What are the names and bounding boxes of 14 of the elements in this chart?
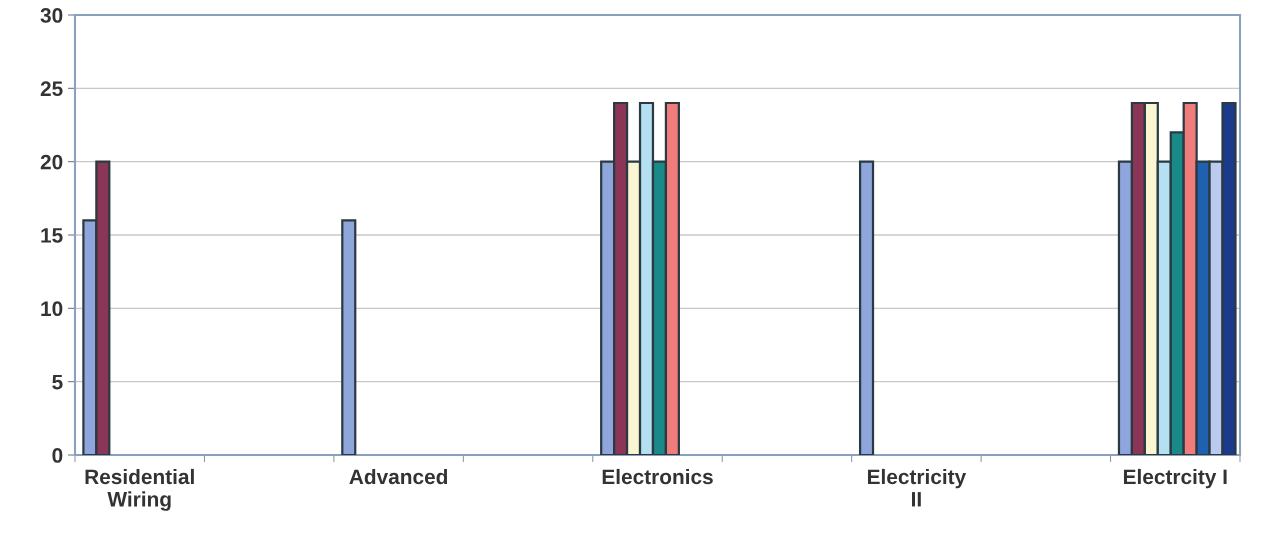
x-tick-label: Electrcity I xyxy=(1123,468,1227,489)
x-tick-label: Residential Wiring xyxy=(85,468,194,511)
y-tick-label: 15 xyxy=(41,228,63,243)
x-tick-label: Advanced xyxy=(349,468,448,485)
y-tick-label: 0 xyxy=(52,448,63,463)
bar xyxy=(858,160,875,455)
y-tick-label: 20 xyxy=(40,154,63,170)
y-tick-label: 5 xyxy=(52,374,63,390)
y-tick-label: 25 xyxy=(40,81,63,97)
y-tick-label: 10 xyxy=(41,301,63,317)
x-tick-label: Electronics xyxy=(602,468,713,485)
x-tick-label: Electricity II xyxy=(867,468,967,507)
y-tick-label: 30 xyxy=(40,8,63,23)
bar xyxy=(341,219,357,455)
